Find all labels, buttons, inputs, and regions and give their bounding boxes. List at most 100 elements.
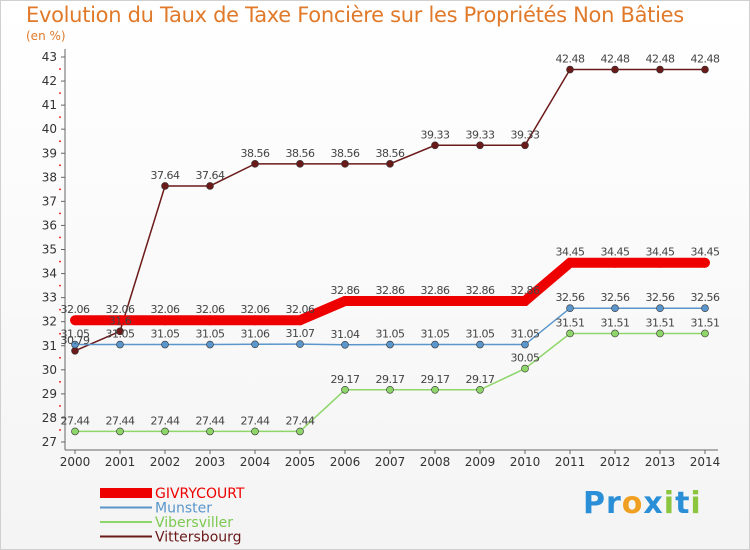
y-tick-label: 33	[42, 291, 57, 305]
data-point	[115, 315, 125, 326]
data-point	[566, 65, 574, 74]
data-label: 32.06	[241, 303, 270, 316]
data-label: 39.33	[511, 128, 540, 141]
data-label: 32.06	[286, 303, 315, 316]
logo-letter: i	[663, 486, 676, 521]
data-point	[476, 385, 484, 394]
data-point	[521, 364, 529, 373]
data-label: 31.06	[241, 327, 270, 340]
y-tick-label: 28	[42, 411, 57, 425]
data-label: 32.06	[151, 303, 180, 316]
data-point	[700, 257, 710, 268]
x-tick-label: 2002	[150, 455, 181, 469]
y-tick-label: 41	[42, 98, 57, 112]
data-label: 31.51	[646, 316, 675, 329]
y-tick-label: 43	[42, 50, 57, 64]
data-labels: 30.79 31.6 37.64 37.64 38.56 38.56 38.56 38.56 3…	[61, 53, 721, 428]
data-point	[295, 315, 305, 326]
x-tick-label: 2001	[105, 455, 136, 469]
data-label: 32.86	[331, 284, 360, 297]
y-tick-label: 40	[42, 122, 57, 136]
data-point	[296, 160, 304, 168]
data-label: 34.45	[556, 246, 585, 259]
data-label: 27.44	[286, 414, 315, 427]
data-point	[205, 315, 215, 326]
y-tick-label: 38	[42, 170, 57, 184]
data-label: 27.44	[106, 414, 135, 427]
data-label: 32.86	[421, 284, 450, 297]
x-tick-label: 2005	[285, 455, 316, 469]
data-label: 34.45	[691, 246, 720, 259]
data-label: 38.56	[376, 147, 405, 160]
data-label: 29.17	[421, 373, 450, 386]
y-tick-label: 29	[42, 387, 57, 401]
data-label: 38.56	[331, 147, 360, 160]
chart-title: Evolution du Taux de Taxe Foncière sur l…	[26, 3, 684, 27]
data-label: 39.33	[421, 128, 450, 141]
data-point	[701, 329, 709, 338]
data-point	[656, 65, 664, 74]
data-label: 34.45	[646, 246, 675, 259]
data-label: 32.06	[61, 303, 90, 316]
data-point	[701, 304, 709, 313]
data-label: 31.07	[286, 327, 315, 340]
data-point	[611, 304, 619, 313]
x-tick-label: 2000	[60, 455, 91, 469]
data-point	[70, 315, 80, 326]
x-tick-label: 2013	[645, 455, 676, 469]
data-label: 32.56	[691, 291, 720, 304]
data-point	[116, 327, 124, 336]
data-point	[160, 315, 170, 326]
data-point	[296, 427, 304, 436]
x-tick-label: 2010	[510, 455, 541, 469]
data-label: 39.33	[466, 128, 495, 141]
x-tick-label: 2007	[375, 455, 406, 469]
data-label: 31.51	[691, 316, 720, 329]
data-label: 31.04	[331, 328, 360, 341]
data-point	[655, 257, 665, 268]
data-point	[385, 295, 395, 306]
data-label: 30.79	[61, 334, 90, 347]
data-point	[251, 160, 259, 168]
data-label: 32.86	[466, 284, 495, 297]
data-label: 32.56	[556, 291, 585, 304]
data-point	[71, 340, 79, 349]
x-tick-label: 2009	[465, 455, 496, 469]
data-point	[475, 295, 485, 306]
data-point	[161, 427, 169, 436]
y-tick-label: 42	[42, 74, 57, 88]
data-label: 27.44	[196, 414, 225, 427]
data-point	[116, 427, 124, 436]
data-label: 30.05	[511, 352, 540, 365]
data-point	[565, 257, 575, 268]
data-label: 38.56	[286, 147, 315, 160]
legend: GIVRYCOURTMunsterVibersvillerVittersbour…	[100, 486, 245, 546]
y-tick-label: 34	[42, 267, 57, 281]
data-label: 32.06	[106, 303, 135, 316]
data-point	[341, 160, 349, 168]
data-point	[251, 427, 259, 436]
data-point	[701, 65, 709, 74]
data-point	[341, 340, 349, 349]
data-label: 38.56	[241, 147, 270, 160]
data-point	[521, 141, 529, 150]
data-point	[340, 295, 350, 306]
data-point	[71, 347, 79, 355]
data-label: 31.05	[196, 328, 225, 341]
data-label: 27.44	[61, 414, 90, 427]
logo-letter: i	[690, 486, 702, 521]
x-tick-label: 2012	[600, 455, 631, 469]
data-label: 32.56	[646, 291, 675, 304]
y-tick-label: 39	[42, 146, 57, 160]
data-label: 34.45	[601, 246, 630, 259]
data-point	[431, 141, 439, 150]
x-tick-label: 2014	[690, 455, 721, 469]
data-point	[341, 385, 349, 394]
x-tick-label: 2008	[420, 455, 451, 469]
data-label: 31.05	[151, 328, 180, 341]
axes: 27 28 29 30 31 32 33 34 35 36 37 38 39 40 41 42 43 2000 20…	[42, 49, 721, 469]
proxiti-logo: Proxiti	[583, 486, 702, 521]
logo-letter: o	[621, 486, 644, 521]
data-point	[430, 295, 440, 306]
